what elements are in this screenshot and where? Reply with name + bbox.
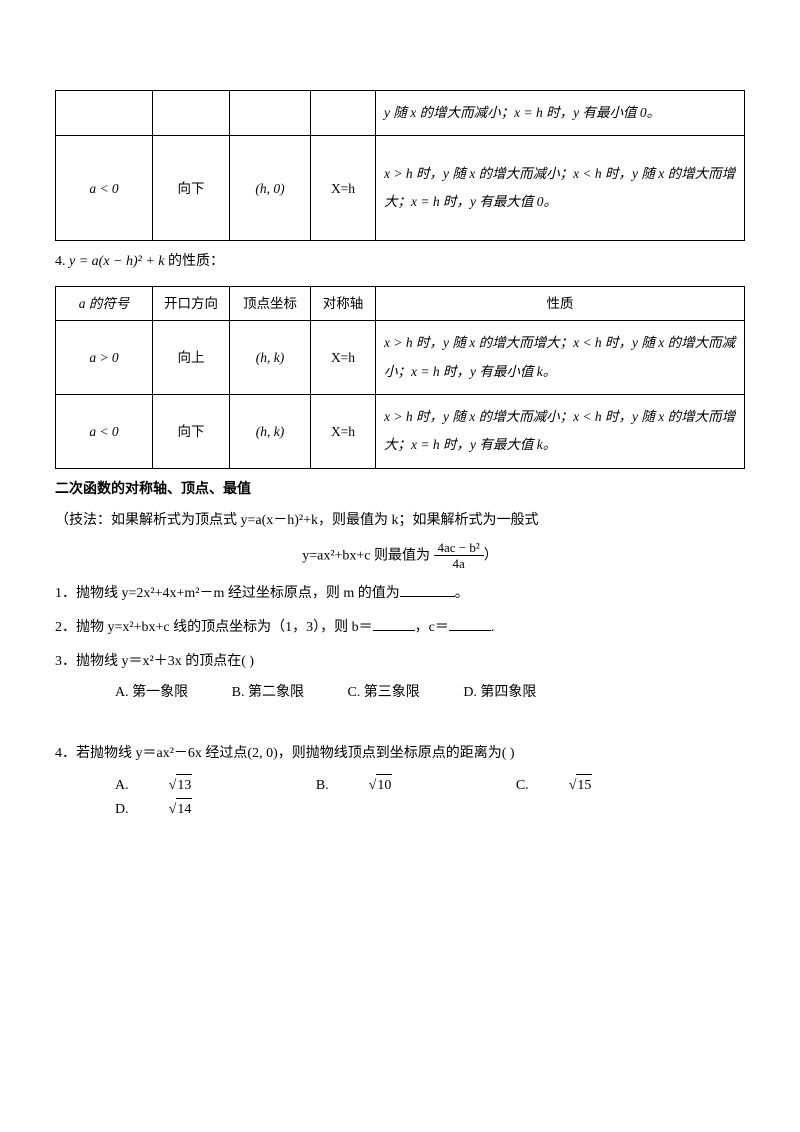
q4-opt-d[interactable]: D. √14 xyxy=(115,798,272,821)
properties-table-1: y 随 x 的增大而减小；x = h 时，y 有最小值 0。 a < 0 向下 … xyxy=(55,90,745,241)
t1-r1-dir xyxy=(153,91,230,136)
q1-text-a: 1．抛物线 y=2x²+4x+m²－m 经过坐标原点，则 m 的值为 xyxy=(55,586,400,601)
q4-opt-c[interactable]: C. √15 xyxy=(516,774,673,797)
t2-r1-vertex: (h, k) xyxy=(256,350,284,365)
t2-h5: 性质 xyxy=(376,286,745,321)
tip-frac-num: 4ac − b² xyxy=(434,541,484,556)
question-3: 3．抛物线 y＝x²＋3x 的顶点在( ) xyxy=(55,648,745,676)
t1-r1-cond xyxy=(56,91,153,136)
tip-eq-left: y=ax²+bx+c 则最值为 xyxy=(302,549,430,564)
t2-r1-cond: a > 0 xyxy=(89,350,118,365)
t2-h1: a 的符号 xyxy=(79,296,130,311)
q2-text-b: ，c＝ xyxy=(415,620,449,635)
question-2: 2．抛物 y=x²+bx+c 线的顶点坐标为（1，3），则 b＝ ，c＝. xyxy=(55,614,745,642)
tip-equation: y=ax²+bx+c 则最值为 4ac − b² 4a ） xyxy=(55,541,745,572)
q3-opt-a[interactable]: A. 第一象限 xyxy=(115,682,188,704)
q3-text: 3．抛物线 y＝x²＋3x 的顶点在( ) xyxy=(55,654,254,669)
q4-opt-a[interactable]: A. √13 xyxy=(115,774,272,797)
section-4-expr: y = a(x − h)² + k xyxy=(69,254,165,269)
t2-r2-vertex: (h, k) xyxy=(256,424,284,439)
q2-blank-b[interactable] xyxy=(373,616,415,631)
q1-text-b: 。 xyxy=(455,586,469,601)
q4-opt-b[interactable]: B. √10 xyxy=(316,774,473,797)
q4-text: 4．若抛物线 y＝ax²－6x 经过点(2, 0)，则抛物线顶点到坐标原点的距离… xyxy=(55,746,515,761)
t2-r2-axis: X=h xyxy=(311,395,376,469)
section-4-heading: 4. y = a(x − h)² + k 的性质： xyxy=(55,251,745,273)
q2-blank-c[interactable] xyxy=(449,616,491,631)
q3-opt-d[interactable]: D. 第四象限 xyxy=(463,682,536,704)
q3-opt-c[interactable]: C. 第三象限 xyxy=(347,682,419,704)
tip-prefix: （技法：如果解析式为顶点式 y=a(x－h)²+k，则最值为 k；如果解析式为一… xyxy=(55,513,539,528)
section-4-num: 4. xyxy=(55,254,66,269)
t2-h3: 顶点坐标 xyxy=(230,286,311,321)
q3-opt-b[interactable]: B. 第二象限 xyxy=(232,682,304,704)
q2-text-c: . xyxy=(491,620,495,635)
q4-options: A. √13 B. √10 C. √15 D. √14 xyxy=(115,774,745,821)
t1-r1-vertex xyxy=(230,91,311,136)
tip-suffix: ） xyxy=(484,549,498,564)
t1-r1-axis xyxy=(311,91,376,136)
t2-r2-dir: 向下 xyxy=(153,395,230,469)
t1-r2-vertex: (h, 0) xyxy=(255,181,284,196)
t2-r2-cond: a < 0 xyxy=(89,424,118,439)
t1-r2-dir: 向下 xyxy=(153,136,230,241)
t2-r1-dir: 向上 xyxy=(153,321,230,395)
t2-h2: 开口方向 xyxy=(153,286,230,321)
tip-fraction: 4ac − b² 4a xyxy=(434,541,484,572)
t1-r2-cond: a < 0 xyxy=(89,181,118,196)
t1-r2-axis: X=h xyxy=(311,136,376,241)
q3-options: A. 第一象限 B. 第二象限 C. 第三象限 D. 第四象限 xyxy=(115,682,745,704)
t2-h4: 对称轴 xyxy=(311,286,376,321)
tip-line: （技法：如果解析式为顶点式 y=a(x－h)²+k，则最值为 k；如果解析式为一… xyxy=(55,507,745,535)
t2-r2-prop: x > h 时，y 随 x 的增大而减小；x < h 时，y 随 x 的增大而增… xyxy=(384,409,735,452)
question-4: 4．若抛物线 y＝ax²－6x 经过点(2, 0)，则抛物线顶点到坐标原点的距离… xyxy=(55,740,745,768)
tip-frac-den: 4a xyxy=(434,556,484,572)
t2-r1-axis: X=h xyxy=(311,321,376,395)
properties-table-2: a 的符号 开口方向 顶点坐标 对称轴 性质 a > 0 向上 (h, k) X… xyxy=(55,286,745,469)
t1-r1-prop: y 随 x 的增大而减小；x = h 时，y 有最小值 0。 xyxy=(384,105,660,120)
symmetry-heading: 二次函数的对称轴、顶点、最值 xyxy=(55,479,745,501)
t2-r1-prop: x > h 时，y 随 x 的增大而增大；x < h 时，y 随 x 的增大而减… xyxy=(384,335,735,378)
q1-blank[interactable] xyxy=(400,582,455,597)
section-4-tail: 的性质： xyxy=(168,254,224,269)
t1-r2-prop: x > h 时，y 随 x 的增大而减小；x < h 时，y 随 x 的增大而增… xyxy=(384,166,735,209)
q2-text-a: 2．抛物 y=x²+bx+c 线的顶点坐标为（1，3），则 b＝ xyxy=(55,620,373,635)
question-1: 1．抛物线 y=2x²+4x+m²－m 经过坐标原点，则 m 的值为 。 xyxy=(55,580,745,608)
